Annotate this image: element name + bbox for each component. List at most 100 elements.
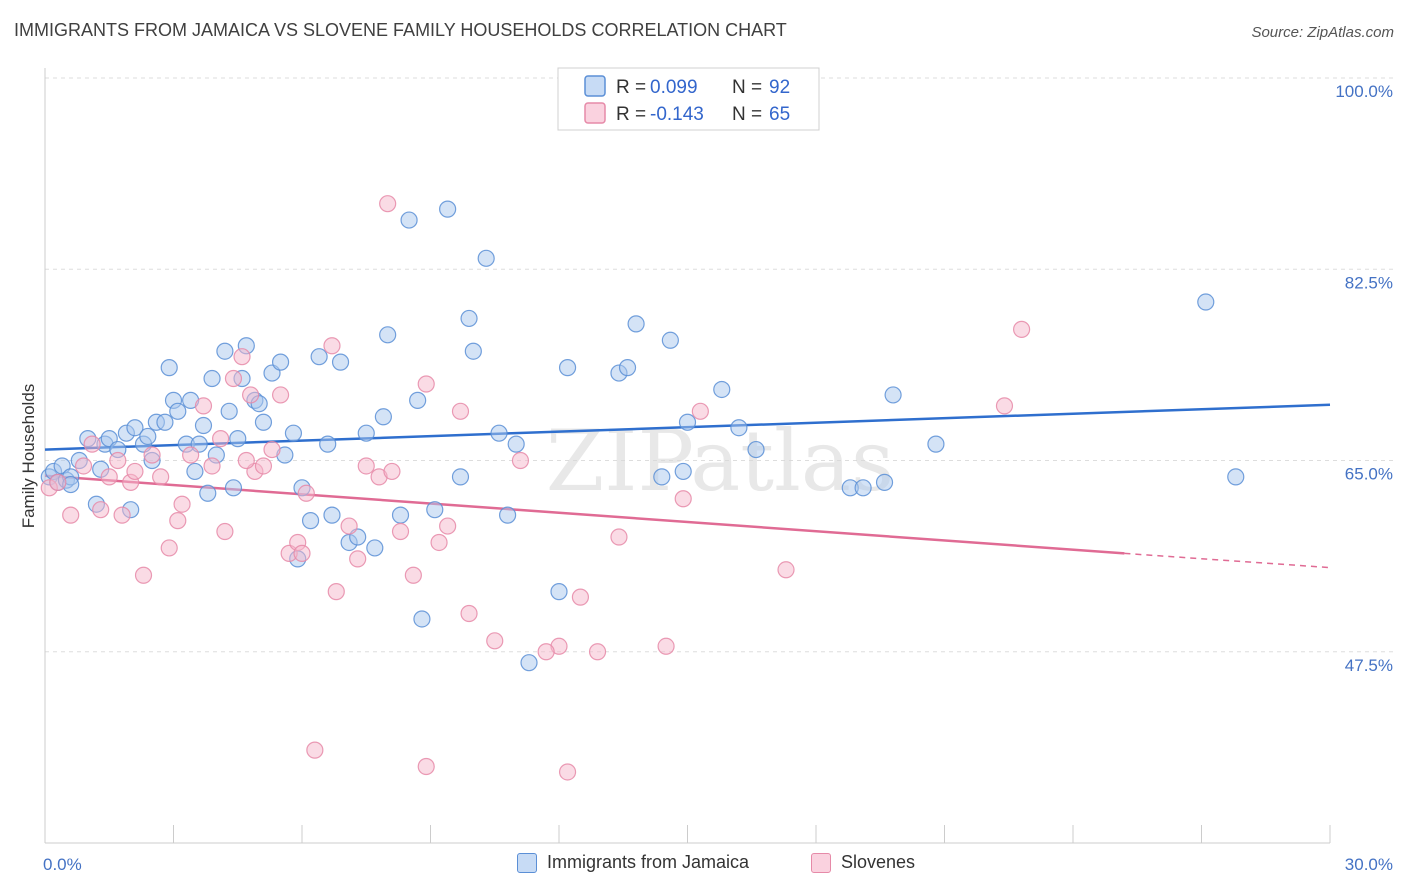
point-jamaica <box>730 419 748 437</box>
point-jamaica <box>357 424 375 442</box>
stats-n-label: N = <box>732 77 762 98</box>
point-jamaica <box>927 435 945 453</box>
point-slovenes <box>349 550 367 568</box>
trend-line-slovenes <box>44 474 1125 555</box>
point-jamaica <box>374 408 392 426</box>
point-slovenes <box>558 763 577 781</box>
point-slovenes <box>404 566 422 584</box>
point-slovenes <box>160 539 178 557</box>
point-slovenes <box>340 517 358 535</box>
point-slovenes <box>657 637 675 655</box>
stats-n-value: 92 <box>769 77 790 98</box>
point-slovenes <box>451 402 470 420</box>
data-points <box>40 195 1245 781</box>
point-slovenes <box>83 435 101 453</box>
point-jamaica <box>460 309 478 328</box>
point-slovenes <box>323 337 341 355</box>
point-slovenes <box>143 446 161 464</box>
point-jamaica <box>379 326 397 344</box>
legend-swatch-jamaica <box>517 852 537 873</box>
point-jamaica <box>661 331 679 349</box>
point-slovenes <box>237 451 255 470</box>
point-slovenes <box>357 457 375 475</box>
point-slovenes <box>537 643 555 661</box>
point-jamaica <box>391 506 410 524</box>
point-slovenes <box>511 451 530 470</box>
bottom-legend: Immigrants from Jamaica Slovenes <box>0 852 1406 878</box>
point-jamaica <box>319 435 337 453</box>
point-jamaica <box>224 479 243 497</box>
point-slovenes <box>100 468 118 486</box>
point-slovenes <box>460 604 478 623</box>
legend-item-slovenes[interactable]: Slovenes <box>811 852 915 873</box>
point-slovenes <box>92 501 110 519</box>
point-slovenes <box>233 348 251 366</box>
point-slovenes <box>203 457 221 475</box>
point-jamaica <box>451 468 470 486</box>
point-jamaica <box>413 610 431 628</box>
point-jamaica <box>220 402 238 420</box>
y-axis-title: Family Households <box>19 384 38 529</box>
point-slovenes <box>379 195 397 213</box>
point-jamaica <box>854 479 872 497</box>
point-slovenes <box>417 375 435 393</box>
point-slovenes <box>109 451 127 470</box>
point-slovenes <box>194 397 213 415</box>
stats-swatch <box>584 102 606 124</box>
point-slovenes <box>327 583 345 601</box>
point-slovenes <box>417 757 435 776</box>
stats-n-value: 65 <box>769 104 790 125</box>
point-jamaica <box>126 419 144 437</box>
point-slovenes <box>169 512 187 530</box>
point-slovenes <box>62 506 80 524</box>
grid-lines: 47.5% 65.0% 82.5% 100.0% <box>45 77 1395 675</box>
point-slovenes <box>588 643 607 661</box>
point-jamaica <box>229 430 247 448</box>
legend-label-slovenes: Slovenes <box>841 852 916 872</box>
point-jamaica <box>884 386 902 404</box>
point-slovenes <box>777 561 795 579</box>
point-slovenes <box>126 462 144 481</box>
point-jamaica <box>331 353 350 371</box>
point-jamaica <box>254 413 273 431</box>
chart-title: IMMIGRANTS FROM JAMAICA VS SLOVENE FAMIL… <box>14 20 787 40</box>
point-slovenes <box>113 506 131 524</box>
point-slovenes <box>610 528 628 546</box>
point-jamaica <box>507 435 525 453</box>
point-jamaica <box>464 342 482 360</box>
source-credit: Source: ZipAtlas.com <box>1251 24 1394 41</box>
point-slovenes <box>152 468 170 486</box>
point-slovenes <box>486 632 504 650</box>
point-jamaica <box>400 211 418 229</box>
point-slovenes <box>297 484 315 502</box>
point-jamaica <box>558 359 577 377</box>
point-slovenes <box>995 397 1014 415</box>
point-jamaica <box>284 424 303 442</box>
point-jamaica <box>747 440 765 459</box>
point-slovenes <box>293 544 311 562</box>
legend-item-jamaica[interactable]: Immigrants from Jamaica <box>517 852 749 873</box>
legend-label-jamaica: Immigrants from Jamaica <box>547 852 750 872</box>
stats-r-value: -0.143 <box>650 104 704 125</box>
point-slovenes <box>224 369 243 388</box>
point-slovenes <box>430 533 448 552</box>
point-jamaica <box>323 506 341 524</box>
point-jamaica <box>194 416 213 435</box>
point-jamaica <box>713 380 731 399</box>
stats-r-label: R = <box>616 104 646 125</box>
point-jamaica <box>199 484 217 502</box>
point-slovenes <box>571 588 590 606</box>
y-tick-label: 100.0% <box>1335 82 1393 101</box>
x-tick-label: 30.0% <box>1345 855 1393 874</box>
stats-legend: R = 0.099 N = 92 R = -0.143 N = 65 <box>557 67 820 131</box>
axes: 0.0% 30.0% <box>43 68 1393 874</box>
point-jamaica <box>169 402 187 420</box>
point-jamaica <box>366 539 384 557</box>
point-jamaica <box>618 359 637 377</box>
point-jamaica <box>301 512 320 530</box>
point-jamaica <box>409 391 427 409</box>
point-jamaica <box>310 348 328 366</box>
point-slovenes <box>674 490 692 508</box>
point-jamaica <box>426 501 444 519</box>
